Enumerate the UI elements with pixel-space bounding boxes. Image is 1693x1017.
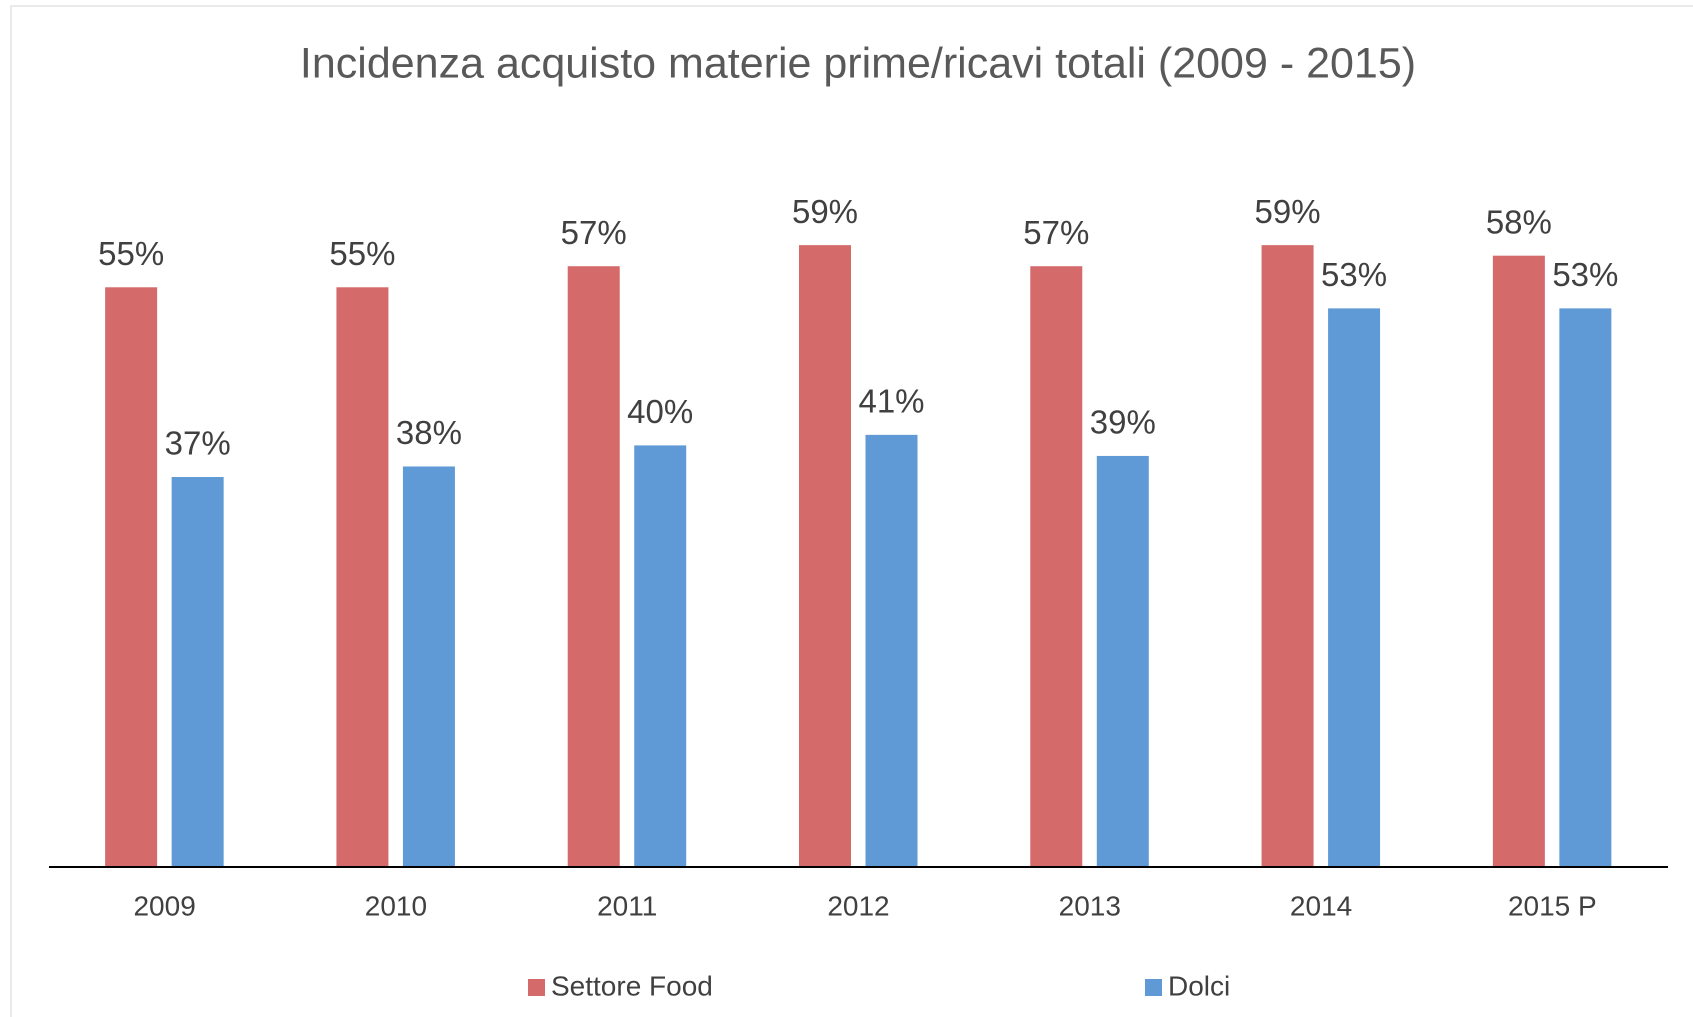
bar xyxy=(1559,308,1612,867)
data-label: 41% xyxy=(858,383,924,420)
bar xyxy=(402,466,455,867)
bar xyxy=(1030,266,1083,868)
data-label: 53% xyxy=(1552,256,1618,293)
legend-swatch xyxy=(528,979,545,996)
data-label: 59% xyxy=(792,193,858,230)
bar xyxy=(634,445,687,867)
bar xyxy=(799,245,851,867)
data-label: 59% xyxy=(1255,193,1321,230)
x-tick-label: 2014 xyxy=(1290,890,1352,921)
x-tick-label: 2011 xyxy=(597,890,657,921)
bar xyxy=(171,477,224,867)
x-tick-label: 2009 xyxy=(133,890,195,921)
bar xyxy=(865,434,918,867)
legend-label: Settore Food xyxy=(551,970,713,1001)
data-label: 39% xyxy=(1090,404,1156,441)
bar xyxy=(105,287,158,867)
bar xyxy=(1492,255,1545,867)
x-tick-label: 2012 xyxy=(827,890,889,921)
data-label: 57% xyxy=(561,214,627,251)
x-tick-label: 2010 xyxy=(365,890,427,921)
data-label: 40% xyxy=(627,393,693,430)
data-label: 53% xyxy=(1321,256,1387,293)
legend-swatch xyxy=(1145,979,1162,996)
data-label: 55% xyxy=(329,235,395,272)
x-tick-label: 2015 P xyxy=(1508,890,1597,921)
bar xyxy=(1261,245,1314,867)
bar xyxy=(1096,455,1149,867)
chart-frame xyxy=(10,5,1693,1017)
data-label: 57% xyxy=(1023,214,1089,251)
data-label: 37% xyxy=(165,425,231,462)
x-tick-label: 2013 xyxy=(1059,890,1121,921)
chart-title: Incidenza acquisto materie prime/ricavi … xyxy=(300,39,1416,87)
data-label: 38% xyxy=(396,414,462,451)
data-label: 58% xyxy=(1486,203,1552,240)
bar xyxy=(336,287,389,867)
data-label: 55% xyxy=(98,235,164,272)
legend-label: Dolci xyxy=(1168,970,1230,1001)
bar xyxy=(1328,308,1381,867)
bar xyxy=(567,266,620,868)
